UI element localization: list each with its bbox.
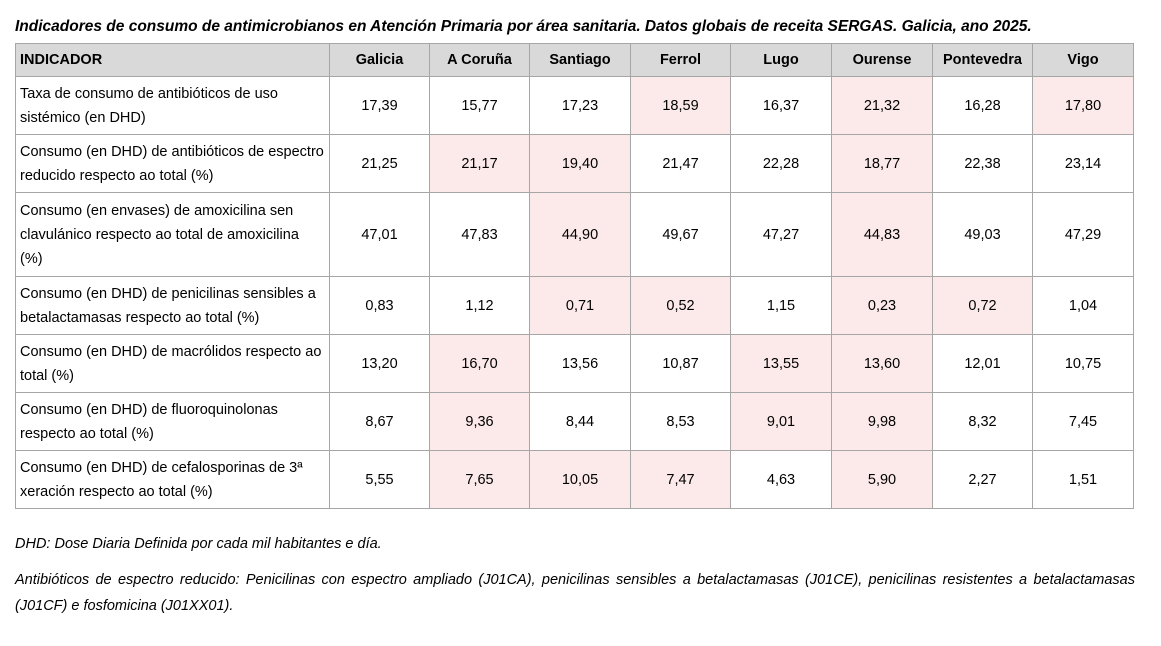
cell-value: 17,23 [529, 76, 631, 135]
cell-value: 47,01 [329, 192, 430, 277]
dhd-definition-note: DHD: Dose Diaria Definida por cada mil h… [15, 536, 382, 552]
cell-value: 9,01 [730, 392, 832, 451]
cell-value: 0,52 [630, 276, 731, 335]
cell-value: 8,53 [630, 392, 731, 451]
header-indicador: INDICADOR [15, 43, 330, 77]
cell-value: 2,27 [932, 450, 1033, 509]
header-ferrol: Ferrol [630, 43, 731, 77]
cell-value: 9,98 [831, 392, 933, 451]
table-row: Consumo (en envases) de amoxicilina sen … [15, 192, 1134, 277]
cell-value: 16,28 [932, 76, 1033, 135]
row-label: Consumo (en envases) de amoxicilina sen … [15, 192, 330, 277]
cell-value: 19,40 [529, 134, 631, 193]
spectrum-definition-note: Antibióticos de espectro reducido: Penic… [15, 572, 1135, 614]
cell-value: 47,27 [730, 192, 832, 277]
row-label: Consumo (en DHD) de antibióticos de espe… [15, 134, 330, 193]
cell-value: 0,23 [831, 276, 933, 335]
cell-value: 0,71 [529, 276, 631, 335]
cell-value: 22,28 [730, 134, 832, 193]
cell-value: 49,67 [630, 192, 731, 277]
header-lugo: Lugo [730, 43, 832, 77]
header-vigo: Vigo [1032, 43, 1134, 77]
cell-value: 7,45 [1032, 392, 1134, 451]
header-row: INDICADOR Galicia A Coruña Santiago Ferr… [15, 43, 1134, 77]
cell-value: 1,04 [1032, 276, 1134, 335]
cell-value: 10,75 [1032, 334, 1134, 393]
cell-value: 16,37 [730, 76, 832, 135]
cell-value: 49,03 [932, 192, 1033, 277]
cell-value: 1,15 [730, 276, 832, 335]
cell-value: 21,17 [429, 134, 530, 193]
cell-value: 17,80 [1032, 76, 1134, 135]
cell-value: 5,90 [831, 450, 933, 509]
header-ourense: Ourense [831, 43, 933, 77]
row-label: Consumo (en DHD) de macrólidos respecto … [15, 334, 330, 393]
cell-value: 10,05 [529, 450, 631, 509]
cell-value: 44,83 [831, 192, 933, 277]
cell-value: 44,90 [529, 192, 631, 277]
cell-value: 17,39 [329, 76, 430, 135]
table-row: Consumo (en DHD) de fluoroquinolonas res… [15, 392, 1134, 451]
header-santiago: Santiago [529, 43, 631, 77]
cell-value: 5,55 [329, 450, 430, 509]
cell-value: 1,51 [1032, 450, 1134, 509]
cell-value: 22,38 [932, 134, 1033, 193]
header-pontevedra: Pontevedra [932, 43, 1033, 77]
row-label: Consumo (en DHD) de penicilinas sensible… [15, 276, 330, 335]
cell-value: 13,60 [831, 334, 933, 393]
cell-value: 47,83 [429, 192, 530, 277]
cell-value: 23,14 [1032, 134, 1134, 193]
cell-value: 21,47 [630, 134, 731, 193]
table-row: Consumo (en DHD) de macrólidos respecto … [15, 334, 1134, 393]
cell-value: 13,20 [329, 334, 430, 393]
cell-value: 18,59 [630, 76, 731, 135]
cell-value: 13,55 [730, 334, 832, 393]
cell-value: 10,87 [630, 334, 731, 393]
row-label: Taxa de consumo de antibióticos de uso s… [15, 76, 330, 135]
cell-value: 1,12 [429, 276, 530, 335]
cell-value: 21,25 [329, 134, 430, 193]
cell-value: 16,70 [429, 334, 530, 393]
header-galicia: Galicia [329, 43, 430, 77]
cell-value: 13,56 [529, 334, 631, 393]
table-row: Taxa de consumo de antibióticos de uso s… [15, 76, 1134, 135]
cell-value: 21,32 [831, 76, 933, 135]
cell-value: 8,67 [329, 392, 430, 451]
table-row: Consumo (en DHD) de antibióticos de espe… [15, 134, 1134, 193]
indicators-table: INDICADOR Galicia A Coruña Santiago Ferr… [15, 43, 1134, 509]
cell-value: 0,83 [329, 276, 430, 335]
row-label: Consumo (en DHD) de cefalosporinas de 3ª… [15, 450, 330, 509]
cell-value: 9,36 [429, 392, 530, 451]
cell-value: 15,77 [429, 76, 530, 135]
cell-value: 18,77 [831, 134, 933, 193]
cell-value: 4,63 [730, 450, 832, 509]
cell-value: 7,65 [429, 450, 530, 509]
cell-value: 12,01 [932, 334, 1033, 393]
table-row: Consumo (en DHD) de cefalosporinas de 3ª… [15, 450, 1134, 509]
cell-value: 0,72 [932, 276, 1033, 335]
cell-value: 7,47 [630, 450, 731, 509]
cell-value: 47,29 [1032, 192, 1134, 277]
table-row: Consumo (en DHD) de penicilinas sensible… [15, 276, 1134, 335]
table-title: Indicadores de consumo de antimicrobiano… [15, 18, 1032, 35]
cell-value: 8,44 [529, 392, 631, 451]
header-a-coruna: A Coruña [429, 43, 530, 77]
row-label: Consumo (en DHD) de fluoroquinolonas res… [15, 392, 330, 451]
cell-value: 8,32 [932, 392, 1033, 451]
